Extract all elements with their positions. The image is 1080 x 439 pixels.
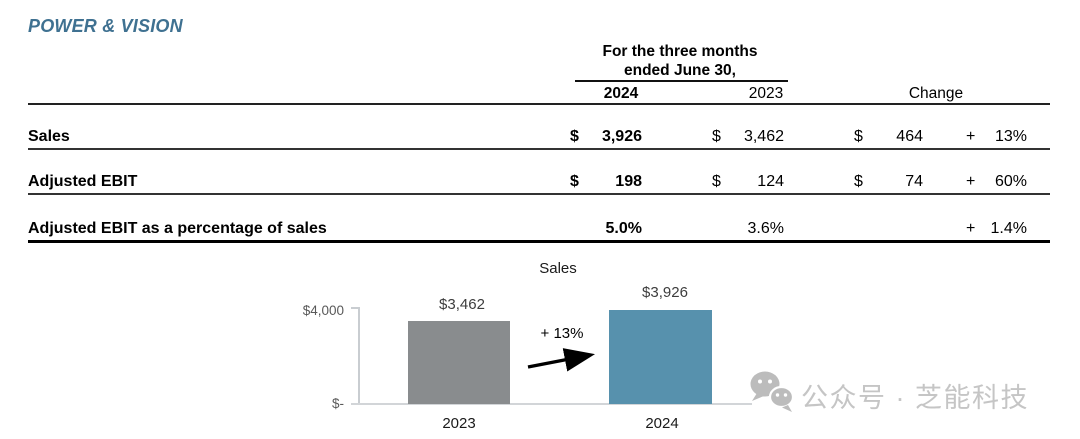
change-percent: 1.4% [990, 220, 1027, 237]
x-axis-line [351, 403, 752, 405]
period-header-line1: For the three months [602, 43, 758, 60]
row-label: Adjusted EBIT [28, 173, 138, 190]
change-percent: 13% [994, 128, 1027, 145]
period-header-underline [575, 80, 788, 82]
bar-value-label-2024: $3,926 [642, 284, 688, 301]
watermark-text: 公众号 · 芝能科技 [801, 383, 1029, 413]
value-change: 464 [896, 128, 923, 145]
table-row-ebit-percentage: Adjusted EBIT as a percentage of sales 5… [0, 220, 1080, 238]
table-top-rule [28, 103, 1050, 105]
growth-arrow-icon [527, 348, 596, 372]
change-sign: + [966, 220, 976, 237]
x-axis-label-2023: 2023 [442, 415, 476, 432]
page-title: POWER & VISION [28, 16, 183, 36]
value-2023: 3,462 [743, 128, 784, 145]
bar-2023 [408, 321, 510, 404]
y-axis-tick-label-bottom: $- [331, 396, 344, 411]
value-change: 74 [905, 173, 923, 190]
change-percent: 60% [994, 173, 1027, 190]
dollar-sign-2024: $ [570, 128, 579, 145]
wechat-icon [750, 371, 795, 412]
row-divider [28, 193, 1050, 195]
dollar-sign-change: $ [854, 173, 863, 190]
table-row-adjusted-ebit: Adjusted EBIT $ 198 $ 124 $ 74 + 60% [0, 173, 1080, 191]
dollar-sign-change: $ [854, 128, 863, 145]
column-header-2023: 2023 [748, 85, 784, 102]
value-2024: 3,926 [601, 128, 642, 145]
x-axis-label-2024: 2024 [645, 415, 679, 432]
change-sign: + [966, 128, 976, 145]
y-axis-tick [351, 307, 359, 309]
growth-annotation: + 13% [540, 325, 584, 342]
bar-2024 [609, 310, 712, 404]
y-axis-tick-label-top: $4,000 [302, 303, 344, 318]
change-sign: + [966, 173, 976, 190]
chart-title: Sales [539, 260, 577, 277]
dollar-sign-2024: $ [570, 173, 579, 190]
period-header-line2: ended June 30, [624, 62, 736, 79]
bar-value-label-2023: $3,462 [439, 296, 485, 313]
value-2023: 124 [757, 173, 784, 190]
dollar-sign-2023: $ [712, 173, 721, 190]
value-2024: 198 [615, 173, 642, 190]
value-2024: 5.0% [605, 220, 642, 237]
value-2023: 3.6% [747, 220, 784, 237]
table-bottom-rule [28, 240, 1050, 243]
dollar-sign-2023: $ [712, 128, 721, 145]
column-header-change: Change [908, 85, 964, 102]
row-label: Adjusted EBIT as a percentage of sales [28, 220, 327, 237]
row-divider [28, 148, 1050, 150]
table-row-sales: Sales $ 3,926 $ 3,462 $ 464 + 13% [0, 128, 1080, 146]
y-axis-line [358, 307, 360, 404]
column-header-2024: 2024 [603, 85, 639, 102]
row-label: Sales [28, 128, 70, 145]
